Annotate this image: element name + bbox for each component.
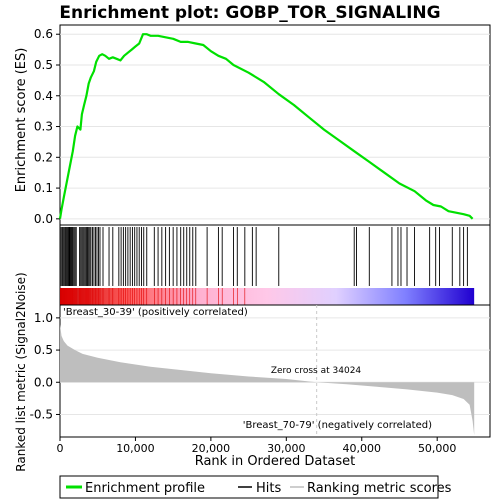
metric-panel: -0.5 0.0 0.5 1.0 xyxy=(30,304,491,438)
es-ytick-label: 0.6 xyxy=(34,27,53,41)
legend-metric-label: Ranking metric scores xyxy=(307,481,452,496)
x-tick-label: 10,000 xyxy=(116,442,155,455)
es-panel: 0.0 0.1 0.2 0.3 0.4 0.5 0.6 xyxy=(34,24,491,226)
x-tick-label: 20,000 xyxy=(192,442,231,455)
negative-correlation-label: 'Breast_70-79' (negatively correlated) xyxy=(243,420,432,431)
metric-area xyxy=(60,324,475,436)
es-y-axis-label: Enrichment score (ES) xyxy=(14,48,29,193)
ranking-heat-bar xyxy=(60,288,475,305)
es-profile-line xyxy=(58,33,474,220)
hits-panel xyxy=(59,224,491,306)
metric-ytick-label: 0.5 xyxy=(34,343,53,357)
positive-correlation-label: 'Breast_30-39' (positively correlated) xyxy=(63,307,248,318)
metric-ytick-label: 0.0 xyxy=(34,375,53,389)
zero-cross-label: Zero cross at 34024 xyxy=(271,366,362,376)
x-tick-label: 40,000 xyxy=(343,442,382,455)
es-ytick-label: 0.2 xyxy=(34,150,53,164)
legend-es-label: Enrichment profile xyxy=(85,481,205,496)
es-ytick-label: 0.4 xyxy=(34,89,53,103)
es-ytick-label: 0.0 xyxy=(34,212,53,226)
legend: Enrichment profile Hits Ranking metric s… xyxy=(59,475,452,499)
es-ytick-label: 0.1 xyxy=(34,181,53,195)
metric-ytick-label: 1.0 xyxy=(34,311,53,325)
legend-hits-label: Hits xyxy=(256,481,281,496)
es-plot-frame xyxy=(59,24,491,226)
x-tick-label: 30,000 xyxy=(267,442,306,455)
chart-title: Enrichment plot: GOBP_TOR_SIGNALING xyxy=(59,3,440,23)
es-ytick-label: 0.3 xyxy=(34,120,53,134)
x-axis-label: Rank in Ordered Dataset xyxy=(195,454,356,469)
es-ytick-label: 0.5 xyxy=(34,58,53,72)
x-tick-label: 0 xyxy=(57,442,64,455)
x-axis: 0 10,000 20,000 30,000 40,000 50,000 xyxy=(57,437,457,455)
metric-ytick-label: -0.5 xyxy=(30,407,53,421)
metric-y-axis-label: Ranked list metric (Signal2Noise) xyxy=(14,272,28,471)
x-tick-label: 50,000 xyxy=(418,442,457,455)
